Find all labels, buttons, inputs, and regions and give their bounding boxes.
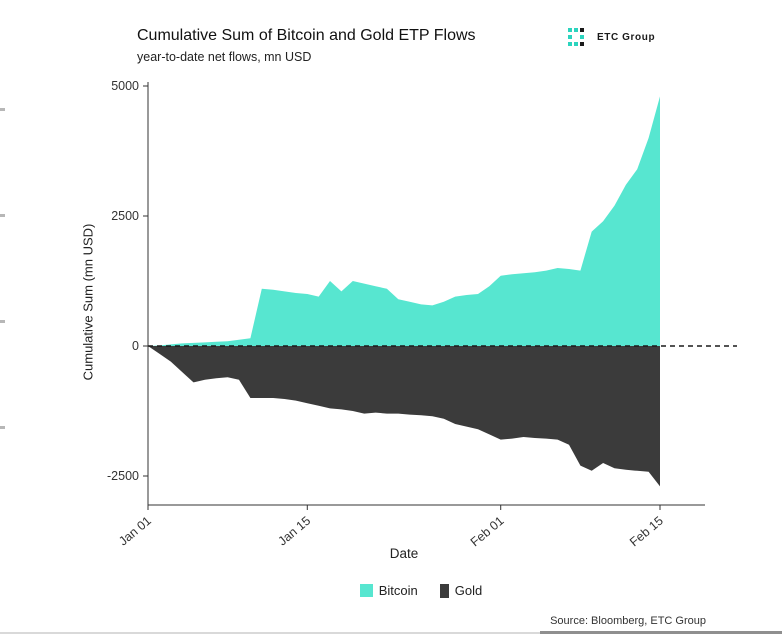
etc-group-logo-text: ETC Group bbox=[597, 32, 656, 43]
etc-group-logo-icon bbox=[568, 28, 584, 46]
x-tick-label: Feb 01 bbox=[468, 514, 507, 550]
etc-group-logo: ETC Group bbox=[568, 28, 655, 47]
page-bottom-border bbox=[0, 632, 782, 634]
legend-label-gold: Gold bbox=[454, 583, 483, 598]
y-axis-title: Cumulative Sum (mn USD) bbox=[80, 223, 96, 381]
gold-swatch bbox=[439, 583, 449, 598]
y-tick-label: 5000 bbox=[111, 79, 139, 93]
x-tick-label: Feb 15 bbox=[627, 514, 666, 550]
chart-subtitle: year-to-date net flows, mn USD bbox=[137, 50, 312, 64]
x-tick-label: Jan 15 bbox=[275, 514, 313, 549]
legend-item-bitcoin: Bitcoin bbox=[359, 583, 418, 598]
chart-title: Cumulative Sum of Bitcoin and Gold ETP F… bbox=[137, 27, 476, 44]
y-tick-label: -2500 bbox=[107, 469, 139, 483]
horizontal-scrollbar-thumb[interactable] bbox=[540, 631, 782, 634]
page-edge-artifact bbox=[0, 320, 5, 323]
source-attribution: Source: Bloomberg, ETC Group bbox=[550, 615, 706, 627]
legend-label-bitcoin: Bitcoin bbox=[378, 583, 418, 598]
x-axis-title: Date bbox=[389, 546, 419, 561]
legend-item-gold: Gold bbox=[439, 583, 483, 598]
chart-legend: Bitcoin Gold bbox=[30, 583, 782, 598]
y-tick-label: 0 bbox=[132, 339, 139, 353]
bitcoin-swatch bbox=[359, 584, 373, 597]
page-edge-artifact bbox=[0, 426, 5, 429]
area-gold bbox=[148, 346, 660, 487]
y-tick-label: 2500 bbox=[111, 209, 139, 223]
x-tick-label: Jan 01 bbox=[116, 514, 154, 549]
area-bitcoin bbox=[148, 96, 660, 347]
page-edge-artifact bbox=[0, 214, 5, 217]
page-edge-artifact bbox=[0, 108, 5, 111]
